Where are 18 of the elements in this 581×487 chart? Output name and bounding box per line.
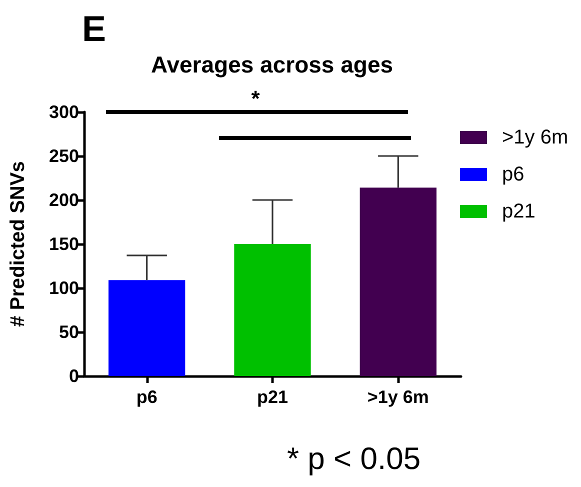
text: * xyxy=(251,86,260,112)
y-tick-label: 150 xyxy=(48,234,79,254)
legend-label: p6 xyxy=(502,164,524,186)
x-tick-label: p6 xyxy=(136,387,158,407)
y-tick-label: 50 xyxy=(58,322,79,342)
text: * p < 0.05 xyxy=(287,441,421,477)
text: E xyxy=(82,8,106,50)
y-tick-label: 250 xyxy=(48,146,79,166)
y-axis-title: # Predicted SNVs xyxy=(7,161,29,327)
chart-title: Averages across ages xyxy=(150,52,394,78)
x-tick-label: >1y 6m xyxy=(367,387,429,407)
legend-label: p21 xyxy=(502,200,536,222)
y-tick-label: 200 xyxy=(48,190,79,210)
y-tick-label: 100 xyxy=(48,278,79,298)
legend-label: >1y 6m xyxy=(502,126,568,148)
y-tick-label: 0 xyxy=(68,366,79,386)
x-tick-label: p21 xyxy=(256,387,288,407)
y-tick-label: 300 xyxy=(48,102,79,122)
